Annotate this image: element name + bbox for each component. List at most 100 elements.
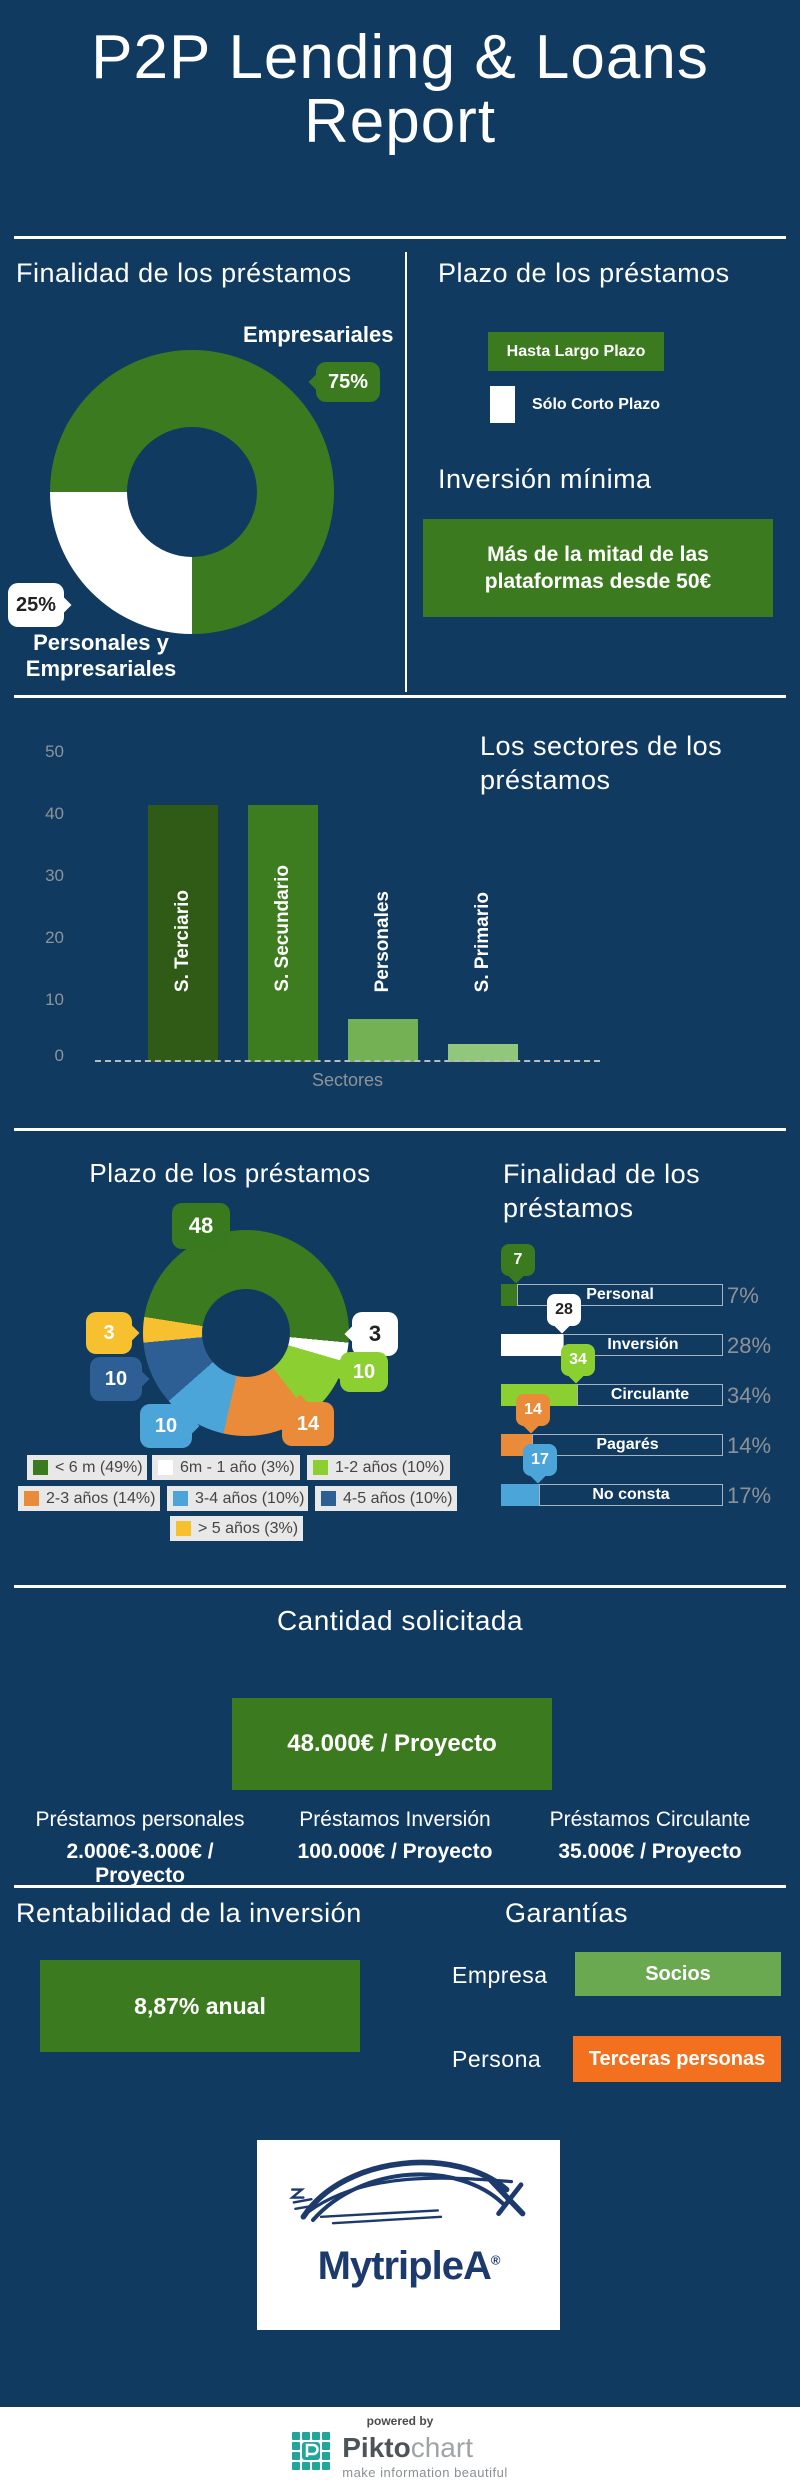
badge-3-yellow: 3 <box>86 1312 132 1354</box>
garantias-value-terceras: Terceras personas <box>573 2036 781 2082</box>
inversion-minima-line1: Más de la mitad de las <box>487 542 709 566</box>
finalidad1-bottom-label-line1: Personales y <box>33 630 169 655</box>
divider-vertical <box>405 252 407 692</box>
hbar-bubble-circulante: 34 <box>561 1344 595 1376</box>
ytick-50: 50 <box>45 742 64 761</box>
ytick-20: 20 <box>45 928 64 947</box>
bar-label-s-secundario: S. Secundario <box>272 865 293 992</box>
hbar-label-no-consta: No consta <box>539 1484 723 1506</box>
brand-name: MytripleA <box>317 2244 492 2288</box>
piktochart-wordmark: Piktochart make information beautiful <box>342 2432 507 2480</box>
xaxis-label: Sectores <box>311 1070 384 1090</box>
hbar-inversion <box>501 1334 563 1356</box>
ytick-30: 30 <box>45 866 64 885</box>
hbar-no-consta <box>501 1484 539 1506</box>
page-title-line1: P2P Lending & Loans <box>91 23 709 92</box>
legend-3-4a: 3-4 años (10%) <box>167 1486 308 1511</box>
piktochart-logo: Piktochart make information beautiful <box>0 2432 800 2480</box>
divider-3 <box>14 1128 786 1131</box>
badge-75: 75% <box>316 362 380 402</box>
cantidad-col-value: 35.000€ / Proyecto <box>558 1840 742 1863</box>
bar-s-primario <box>448 1044 518 1062</box>
legend-6m-1a: 6m - 1 año (3%) <box>152 1455 300 1480</box>
garantias-value-socios: Socios <box>575 1952 781 1996</box>
finalidad1-heading: Finalidad de los préstamos <box>16 258 352 288</box>
hbar-pct-pagares: 14% <box>727 1433 772 1458</box>
cantidad-col-title: Préstamos personales <box>35 1808 245 1831</box>
piktochart-wordmark-light: chart <box>410 2432 473 2463</box>
finalidad2-heading-line2: préstamos <box>503 1192 634 1223</box>
legend-swatch <box>173 1491 188 1506</box>
legend-swatch <box>313 1460 328 1475</box>
badge-14-orange: 14 <box>282 1402 334 1446</box>
hbar-pct-no-consta: 17% <box>727 1483 772 1508</box>
hbar-pct-personal: 7% <box>727 1283 759 1308</box>
hbar-pct-inversion: 28% <box>727 1333 772 1358</box>
divider-4 <box>14 1585 786 1588</box>
badge-10-lightblue: 10 <box>140 1404 192 1448</box>
hbar-bubble-pagares: 14 <box>516 1394 550 1426</box>
bar-label-personales: Personales <box>372 890 393 992</box>
garantias-label-empresa: Empresa <box>452 1962 548 1988</box>
piktochart-icon <box>292 2432 331 2470</box>
cantidad-col-personales: Préstamos personales 2.000€-3.000€ / Pro… <box>15 1808 265 1888</box>
ytick-10: 10 <box>45 990 64 1009</box>
divider-5 <box>14 1885 786 1888</box>
sectores-heading-line2: préstamos <box>480 764 611 795</box>
finalidad1-bottom-label-line2: Empresariales <box>25 656 177 681</box>
inversion-minima-line2: plataformas desde 50€ <box>484 570 712 593</box>
plazo1-item-largo: Hasta Largo Plazo <box>488 332 664 371</box>
rentabilidad-heading: Rentabilidad de la inversión <box>16 1898 362 1928</box>
piktochart-tagline: make information beautiful <box>342 2465 508 2480</box>
inversion-minima-heading: Inversión mínima <box>438 464 652 494</box>
legend-swatch <box>176 1521 191 1536</box>
legend-6m: < 6 m (49%) <box>27 1455 147 1480</box>
bar-label-s-primario: S. Primario <box>472 891 493 992</box>
badge-10-lime: 10 <box>340 1352 388 1392</box>
cantidad-col-value: 100.000€ / Proyecto <box>297 1840 493 1863</box>
registered-mark: ® <box>490 2252 501 2268</box>
mytriplea-wordmark: MytripleA® <box>317 2244 501 2289</box>
page-title-line2: Report <box>303 87 497 156</box>
badge-3-white: 3 <box>352 1312 398 1356</box>
legend-2-3a: 2-3 años (14%) <box>18 1486 160 1511</box>
sectores-heading: Los sectores de los préstamos <box>480 730 722 798</box>
legend-4-5a: 4-5 años (10%) <box>315 1486 457 1511</box>
cantidad-heading: Cantidad solicitada <box>276 1605 524 1636</box>
zero-axis-line <box>95 1060 600 1062</box>
mytriplea-logo-box: MytripleA® <box>257 2140 560 2330</box>
ytick-40: 40 <box>45 804 64 823</box>
garantias-heading: Garantías <box>505 1898 629 1928</box>
sectores-heading-line1: Los sectores de los <box>480 731 723 761</box>
garantias-label-persona: Persona <box>452 2046 542 2072</box>
hbar-bubble-personal: 7 <box>501 1244 535 1276</box>
inversion-minima-highlight: Más de la mitad de las plataformas desde… <box>423 519 773 617</box>
rentabilidad-value: 8,87% anual <box>40 1960 360 2052</box>
legend-swatch <box>158 1460 173 1475</box>
piktochart-wordmark-bold: Pikto <box>342 2432 411 2463</box>
hbar-bubble-no-consta: 17 <box>523 1444 557 1476</box>
legend-swatch <box>321 1491 336 1506</box>
divider-1 <box>14 236 786 239</box>
badge-25: 25% <box>8 583 64 627</box>
cantidad-col-inversion: Préstamos Inversión 100.000€ / Proyecto <box>275 1808 515 1864</box>
bar-personales <box>348 1019 418 1062</box>
bar-s-secundario <box>248 805 318 1062</box>
finalidad2-heading: Finalidad de los préstamos <box>503 1158 700 1226</box>
footer-strip <box>0 2407 800 2489</box>
hbar-personal <box>501 1284 517 1306</box>
cantidad-col-title: Préstamos Circulante <box>549 1808 751 1831</box>
hbar-label-pagares: Pagarés <box>532 1434 723 1456</box>
donut-finalidad <box>50 350 334 634</box>
bridge-sketch-icon <box>288 2159 525 2225</box>
cantidad-col-title: Préstamos Inversión <box>299 1808 491 1831</box>
donut-finalidad-hole <box>127 427 257 557</box>
badge-10-darkblue: 10 <box>90 1357 142 1401</box>
plazo2-heading: Plazo de los préstamos <box>89 1158 371 1188</box>
legend-5a: > 5 años (3%) <box>170 1516 303 1541</box>
cantidad-highlight: 48.000€ / Proyecto <box>232 1698 552 1790</box>
hbar-bubble-inversion: 28 <box>547 1294 581 1326</box>
hbar-pct-circulante: 34% <box>727 1383 772 1408</box>
bar-label-s-terciario: S. Terciario <box>172 889 193 992</box>
